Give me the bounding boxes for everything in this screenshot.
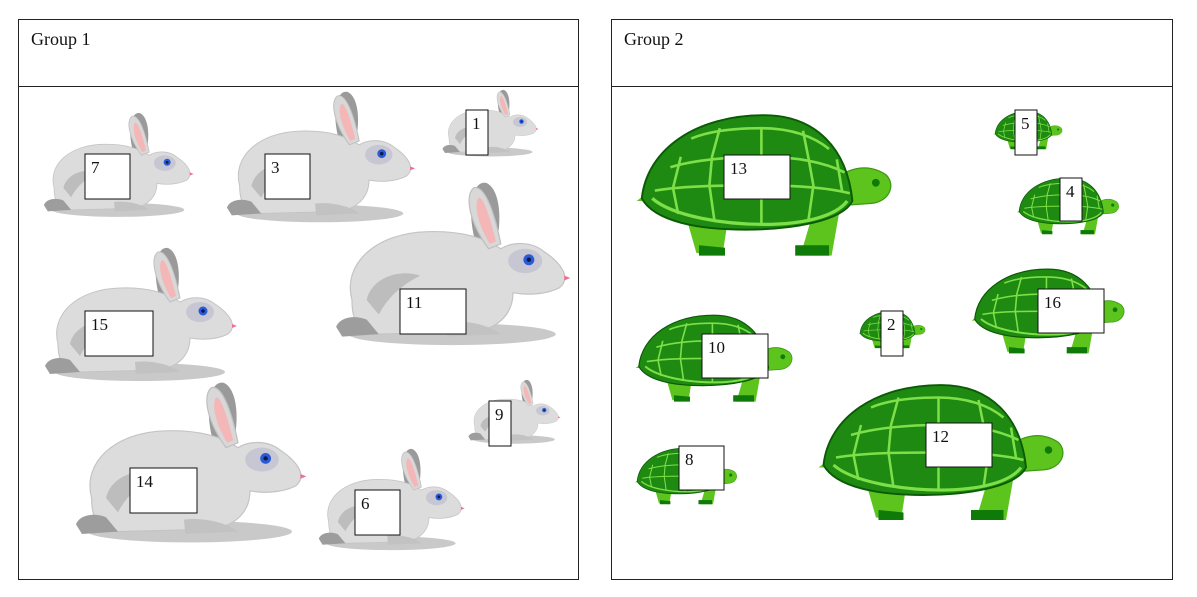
label-number: 8	[685, 450, 694, 469]
rabbit-illustration	[468, 379, 561, 445]
label-number: 3	[271, 158, 280, 177]
rabbit-illustration	[226, 91, 416, 223]
rabbit-9: 9	[468, 379, 561, 447]
label-number: 13	[730, 159, 747, 178]
turtle-4: 4	[1016, 177, 1120, 235]
label-box	[129, 467, 198, 514]
rabbit-illustration	[442, 89, 539, 157]
label-box	[1037, 288, 1105, 334]
label-box	[1059, 177, 1083, 222]
label-number: 5	[1021, 114, 1030, 133]
label-number: 9	[495, 405, 504, 424]
label-number: 11	[406, 293, 422, 312]
rabbit-illustration	[75, 382, 308, 544]
label-box	[678, 445, 725, 491]
rabbit-11: 11	[335, 182, 571, 346]
label-number: 14	[136, 472, 154, 491]
label-box	[723, 154, 791, 200]
turtle-5: 5	[993, 109, 1063, 156]
turtle-16: 16	[970, 268, 1126, 355]
turtle-10: 10	[634, 314, 794, 403]
label-number: 2	[887, 315, 896, 334]
label-box	[264, 153, 311, 200]
label-box	[1014, 109, 1038, 156]
label-box	[84, 153, 131, 200]
label-box	[399, 288, 467, 335]
turtle-12: 12	[816, 383, 1065, 522]
turtle-13: 13	[634, 113, 893, 258]
label-number: 4	[1066, 182, 1075, 201]
group-1-header: Group 1	[19, 20, 578, 87]
rabbit-3: 3	[226, 91, 416, 223]
label-box	[84, 310, 154, 357]
rabbit-6: 6	[318, 448, 466, 551]
turtle-2: 2	[858, 310, 926, 357]
group-2-title: Group 2	[624, 29, 684, 49]
group-1-title: Group 1	[31, 29, 91, 49]
label-box	[488, 400, 512, 447]
rabbit-7: 7	[43, 112, 195, 218]
group-2-animals: 13 5 4 10 2 16 8 12	[634, 109, 1126, 522]
label-number: 12	[932, 427, 949, 446]
label-box	[925, 422, 993, 468]
label-number: 10	[708, 338, 725, 357]
label-number: 15	[91, 315, 108, 334]
label-number: 7	[91, 158, 100, 177]
group-2-header: Group 2	[612, 20, 1172, 87]
label-number: 16	[1044, 293, 1061, 312]
rabbit-1: 1	[442, 89, 539, 157]
rabbit-14: 14	[75, 382, 308, 544]
label-number: 1	[472, 114, 481, 133]
label-box	[880, 310, 904, 357]
turtle-8: 8	[634, 445, 738, 505]
label-box	[354, 489, 401, 536]
label-box	[465, 109, 489, 156]
label-number: 6	[361, 494, 370, 513]
group-1-animals: 7 3 1 15 11 9 14 6	[43, 89, 571, 551]
rabbit-15: 15	[44, 247, 238, 382]
label-box	[701, 333, 769, 379]
